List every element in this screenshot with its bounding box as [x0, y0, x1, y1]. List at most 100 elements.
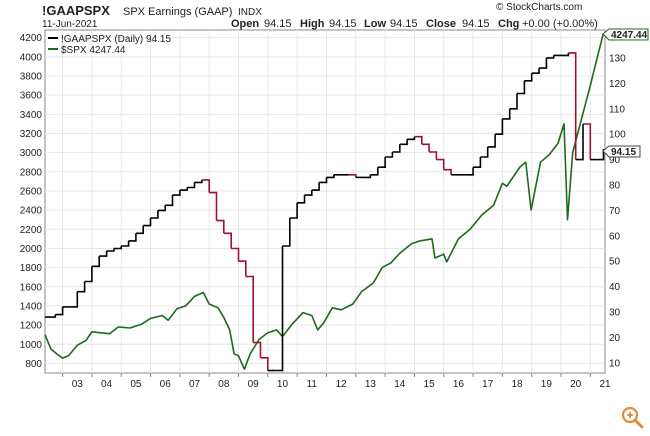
left-tick-label: 800 [25, 359, 42, 370]
right-tick-label: 100 [609, 130, 626, 141]
earnings-step [187, 182, 196, 189]
right-tick-label: 50 [609, 257, 621, 268]
left-tick-label: 3200 [20, 129, 43, 140]
earnings-step [517, 80, 526, 95]
x-tick-label: 18 [511, 379, 523, 390]
right-tick-label: 110 [609, 104, 625, 115]
right-tick-label: 70 [609, 206, 621, 217]
earnings-step [429, 151, 438, 160]
earnings-step [392, 144, 401, 153]
symbol-name: SPX Earnings (GAAP) [123, 6, 232, 18]
spx-line [44, 32, 605, 370]
earnings-step [311, 182, 320, 191]
earnings-step [539, 57, 548, 69]
earnings-step [385, 152, 394, 158]
high-label: High [300, 18, 325, 30]
legend-spx: $SPX 4247.44 [61, 45, 126, 56]
earnings-step [575, 124, 584, 161]
left-tick-label: 1000 [20, 340, 43, 351]
left-tick-label: 2000 [20, 244, 43, 255]
earnings-step [465, 167, 474, 176]
x-tick-label: 11 [307, 379, 318, 390]
earnings-step [583, 123, 592, 160]
earnings-step [407, 136, 416, 141]
low-value: 94.15 [390, 18, 418, 30]
x-tick-label: 12 [336, 379, 348, 390]
x-tick-label: 21 [599, 379, 611, 390]
left-axis: 800 1000 1200 1400 1600 1800 2000 2200 2400 2600 2… [20, 33, 43, 370]
earnings-step [275, 246, 284, 372]
x-tick-label: 07 [189, 379, 201, 390]
earnings-step [55, 306, 64, 316]
x-tick-label: 03 [72, 379, 84, 390]
earnings-step [480, 146, 489, 158]
x-tick-label: 19 [541, 379, 553, 390]
earnings-step [231, 247, 240, 262]
left-tick-label: 3400 [20, 110, 43, 121]
left-tick-label: 1400 [20, 301, 43, 312]
earnings-step [443, 168, 452, 175]
earnings-step [561, 52, 570, 57]
earnings-step [487, 134, 496, 148]
right-tick-label: 120 [609, 79, 626, 90]
earnings-step [69, 291, 79, 308]
open-value: 94.15 [264, 18, 292, 30]
earnings-step [524, 73, 533, 82]
earnings-step [289, 202, 298, 219]
earnings-step [91, 256, 100, 268]
earnings-step [45, 314, 57, 318]
earnings-step [326, 174, 335, 179]
earnings-step [157, 205, 166, 212]
left-tick-label: 4000 [20, 52, 43, 63]
x-tick-label: 16 [453, 379, 465, 390]
plot-area [44, 29, 606, 374]
right-tick-label: 30 [609, 308, 621, 319]
x-tick-label: 04 [101, 379, 113, 390]
right-tick-label: 20 [609, 333, 621, 344]
earnings-step [260, 357, 269, 371]
earnings-step [253, 341, 262, 358]
earnings-step [414, 135, 423, 145]
x-tick-label: 15 [424, 379, 436, 390]
price-tag-earnings-value: 94.15 [611, 147, 636, 158]
earnings-step [201, 179, 210, 193]
x-tick-label: 10 [277, 379, 289, 390]
earnings-step [282, 218, 291, 247]
open-label: Open [231, 18, 259, 30]
left-tick-label: 1800 [20, 263, 43, 274]
left-tick-label: 1600 [20, 282, 43, 293]
price-tag-spx: 4247.44 [602, 28, 649, 41]
earnings-step [121, 240, 130, 247]
right-tick-label: 90 [609, 155, 621, 166]
earnings-step [172, 190, 181, 196]
x-tick-label: 09 [248, 379, 260, 390]
chg-value: +0.00 (+0.00%) [522, 18, 598, 30]
exchange: INDX [238, 7, 262, 18]
left-tick-label: 3600 [20, 91, 43, 102]
gridlines [45, 30, 605, 373]
earnings-step [113, 246, 122, 250]
earnings-step [150, 210, 159, 219]
watermark: © StockCharts.com [496, 2, 582, 13]
left-tick-label: 2200 [20, 225, 43, 236]
earnings-step [597, 149, 605, 161]
earnings-step [238, 260, 247, 277]
x-tick-label: 13 [365, 379, 377, 390]
earnings-step [502, 108, 511, 120]
date-label: 11-Jun-2021 [42, 19, 98, 30]
x-tick-label: 14 [394, 379, 406, 390]
earnings-step [370, 167, 379, 176]
earnings-step [135, 225, 144, 235]
earnings-step [304, 190, 313, 196]
earnings-step [84, 266, 93, 283]
zoom-in-icon[interactable] [619, 404, 645, 430]
x-tick-label: 08 [218, 379, 230, 390]
left-tick-label: 2600 [20, 186, 43, 197]
earnings-step [399, 139, 408, 146]
earnings-step [348, 174, 357, 178]
series-layer [44, 32, 605, 372]
left-tick-label: 3000 [20, 148, 43, 159]
earnings-step [128, 233, 137, 242]
earnings-step [99, 251, 108, 257]
left-tick-label: 2800 [20, 167, 43, 178]
